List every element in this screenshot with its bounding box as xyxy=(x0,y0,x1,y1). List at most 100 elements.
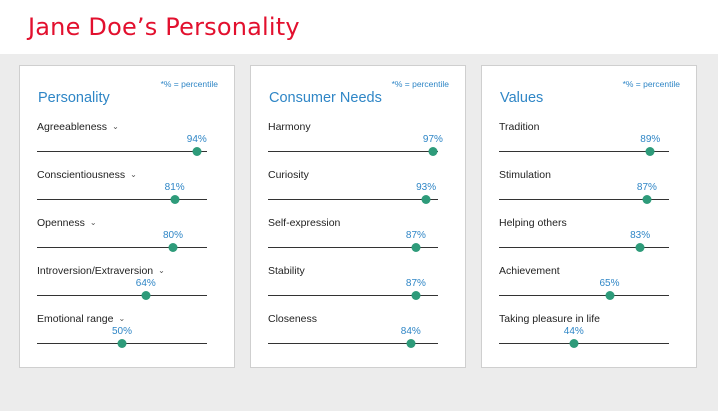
percentile-marker xyxy=(421,195,431,204)
chevron-down-icon[interactable]: ⌄ xyxy=(158,266,165,275)
trait-row: Closeness 84% xyxy=(251,313,465,361)
percentile-track xyxy=(268,199,438,200)
trait-row: Taking pleasure in life 44% xyxy=(482,313,696,361)
trait-label-text: Stimulation xyxy=(499,169,551,181)
percentile-marker xyxy=(170,195,180,204)
trait-label: Taking pleasure in life xyxy=(499,313,600,325)
trait-label: Helping others xyxy=(499,217,567,229)
page-title: Jane Doe’s Personality xyxy=(28,13,300,41)
personality-card: *% = percentile Personality Agreeablenes… xyxy=(19,65,235,368)
percentile-value: 97% xyxy=(422,134,443,145)
trait-label[interactable]: Openness ⌄ xyxy=(37,217,97,229)
percentile-marker xyxy=(645,147,655,156)
percentile-track xyxy=(268,343,438,344)
percentile-note: *% = percentile xyxy=(391,79,449,89)
percentile-value: 44% xyxy=(563,326,584,337)
trait-label: Curiosity xyxy=(268,169,309,181)
percentile-track xyxy=(37,151,207,152)
percentile-value: 94% xyxy=(186,134,207,145)
percentile-marker xyxy=(428,147,438,156)
chevron-down-icon[interactable]: ⌄ xyxy=(89,218,97,227)
percentile-value: 89% xyxy=(640,134,661,145)
percentile-track xyxy=(499,199,669,200)
trait-label-text: Introversion/Extraversion xyxy=(37,265,154,277)
chevron-down-icon[interactable]: ⌄ xyxy=(112,122,119,131)
percentile-marker xyxy=(141,291,151,300)
trait-label: Achievement xyxy=(499,265,560,277)
trait-row[interactable]: Introversion/Extraversion ⌄ 64% xyxy=(20,265,234,313)
trait-label[interactable]: Conscientiousness ⌄ xyxy=(37,169,137,181)
percentile-value: 87% xyxy=(405,278,426,289)
trait-row: Stability 87% xyxy=(251,265,465,313)
trait-row: Self-expression 87% xyxy=(251,217,465,265)
trait-row: Helping others 83% xyxy=(482,217,696,265)
page-header: Jane Doe’s Personality xyxy=(0,0,718,54)
trait-row[interactable]: Conscientiousness ⌄ 81% xyxy=(20,169,234,217)
trait-row: Curiosity 93% xyxy=(251,169,465,217)
trait-label[interactable]: Emotional range ⌄ xyxy=(37,313,125,325)
percentile-value: 87% xyxy=(405,230,426,241)
trait-label-text: Curiosity xyxy=(268,169,309,181)
consumer-needs-card: *% = percentile Consumer Needs Harmony 97… xyxy=(250,65,466,368)
trait-row: Harmony 97% xyxy=(251,121,465,169)
trait-row: Achievement 65% xyxy=(482,265,696,313)
trait-row[interactable]: Agreeableness ⌄ 94% xyxy=(20,121,234,169)
percentile-marker xyxy=(168,243,178,252)
percentile-note: *% = percentile xyxy=(622,79,680,89)
chevron-down-icon[interactable]: ⌄ xyxy=(118,314,126,323)
percentile-marker xyxy=(605,291,614,300)
trait-label-text: Helping others xyxy=(499,217,567,229)
trait-label-text: Agreeableness xyxy=(37,121,108,133)
trait-label-text: Tradition xyxy=(499,121,540,133)
percentile-value: 93% xyxy=(416,182,437,193)
percentile-track xyxy=(37,199,207,200)
trait-label: Stability xyxy=(268,265,305,277)
percentile-note: *% = percentile xyxy=(160,79,218,89)
percentile-track xyxy=(268,295,438,296)
trait-label-text: Harmony xyxy=(268,121,311,133)
trait-label: Tradition xyxy=(499,121,539,133)
trait-label: Self-expression xyxy=(268,217,340,229)
trait-label[interactable]: Introversion/Extraversion ⌄ xyxy=(37,265,165,277)
percentile-track xyxy=(499,295,669,296)
percentile-value: 87% xyxy=(636,182,657,193)
trait-label-text: Achievement xyxy=(499,265,560,277)
percentile-value: 83% xyxy=(630,230,651,241)
percentile-value: 80% xyxy=(162,230,184,241)
trait-label-text: Stability xyxy=(268,265,305,277)
percentile-marker xyxy=(411,291,421,300)
percentile-value: 50% xyxy=(111,326,133,337)
percentile-marker xyxy=(117,339,127,348)
trait-row: Tradition 89% xyxy=(482,121,696,169)
trait-label-text: Emotional range xyxy=(37,313,114,325)
percentile-value: 81% xyxy=(164,182,185,193)
percentile-track xyxy=(268,151,438,152)
card-title: Personality xyxy=(38,90,110,106)
percentile-track xyxy=(499,247,669,248)
percentile-marker xyxy=(635,243,645,252)
percentile-track xyxy=(499,151,669,152)
percentile-value: 64% xyxy=(135,278,156,289)
percentile-value: 84% xyxy=(400,326,421,337)
percentile-marker xyxy=(569,339,579,348)
chevron-down-icon[interactable]: ⌄ xyxy=(130,170,137,179)
trait-label: Harmony xyxy=(268,121,311,133)
trait-row[interactable]: Openness ⌄ 80% xyxy=(20,217,234,265)
values-card: *% = percentile Values Tradition 89% Stimu… xyxy=(481,65,697,368)
percentile-track xyxy=(37,247,207,248)
trait-row[interactable]: Emotional range ⌄ 50% xyxy=(20,313,234,361)
trait-label: Stimulation xyxy=(499,169,551,181)
trait-row: Stimulation 87% xyxy=(482,169,696,217)
card-title: Consumer Needs xyxy=(269,90,382,106)
card-title: Values xyxy=(500,90,544,106)
percentile-track xyxy=(268,247,438,248)
percentile-marker xyxy=(411,243,421,252)
trait-label-text: Closeness xyxy=(268,313,318,325)
trait-label: Closeness xyxy=(268,313,317,325)
trait-label[interactable]: Agreeableness ⌄ xyxy=(37,121,119,133)
percentile-value: 65% xyxy=(599,278,620,289)
percentile-marker xyxy=(642,195,652,204)
percentile-track xyxy=(37,295,207,296)
trait-label-text: Taking pleasure in life xyxy=(499,313,600,325)
trait-label-text: Conscientiousness xyxy=(37,169,126,181)
